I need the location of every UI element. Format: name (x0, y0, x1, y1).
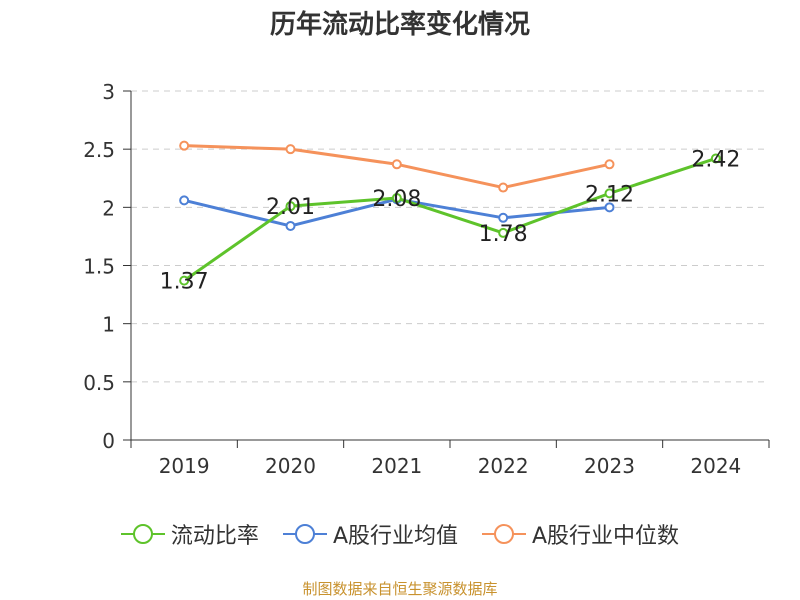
x-tick-label: 2020 (265, 454, 316, 478)
y-tick-label: 2 (102, 196, 115, 220)
source-note: 制图数据来自恒生聚源数据库 (302, 580, 498, 598)
y-tick-label: 1 (102, 313, 115, 337)
legend-item-series-1[interactable]: A股行业均值 (282, 518, 458, 550)
data-label: 2.08 (372, 187, 421, 212)
data-point-1 (498, 212, 509, 223)
legend-item-series-0[interactable]: 流动比率 (120, 518, 259, 550)
legend-label: A股行业中位数 (532, 524, 680, 549)
data-point-1 (604, 202, 615, 213)
x-tick-label: 2022 (478, 454, 529, 478)
y-tick-label: 2.5 (83, 138, 115, 162)
x-tick-label: 2024 (690, 454, 741, 478)
x-tick-label: 2023 (584, 454, 635, 478)
data-point-0 (179, 275, 190, 286)
data-label: 2.12 (585, 182, 634, 207)
data-point-2 (498, 182, 509, 193)
data-point-0 (710, 153, 721, 164)
data-label: 2.42 (691, 147, 740, 172)
y-tick-label: 0 (102, 429, 115, 453)
data-point-2 (604, 159, 615, 170)
y-tick-label: 0.5 (83, 371, 115, 395)
legend-item-series-2[interactable]: A股行业中位数 (482, 518, 679, 550)
data-label: 2.01 (266, 195, 315, 220)
data-point-0 (285, 201, 296, 212)
legend-label: A股行业均值 (332, 524, 458, 549)
data-point-2 (285, 144, 296, 155)
legend-marker-icon (120, 524, 165, 544)
series-line-0 (183, 157, 717, 282)
y-tick-label: 1.5 (83, 255, 115, 279)
legend: 流动比率 A股行业均值 A股行业中位数 (0, 518, 800, 550)
legend-marker-icon (482, 524, 526, 544)
data-label: 1.78 (479, 222, 528, 247)
data-point-0 (498, 227, 509, 238)
chart-title: 历年流动比率变化情况 (269, 10, 530, 40)
x-tick-label: 2019 (159, 454, 210, 478)
legend-label: 流动比率 (170, 524, 259, 549)
data-point-0 (604, 188, 615, 199)
data-point-1 (285, 220, 296, 231)
legend-marker-icon (282, 524, 327, 544)
data-point-2 (179, 140, 190, 151)
y-tick-label: 3 (102, 80, 115, 104)
data-point-2 (391, 159, 402, 170)
data-point-1 (179, 195, 190, 206)
x-tick-label: 2021 (371, 454, 422, 478)
data-point-0 (391, 193, 402, 204)
data-label: 1.37 (160, 270, 209, 295)
